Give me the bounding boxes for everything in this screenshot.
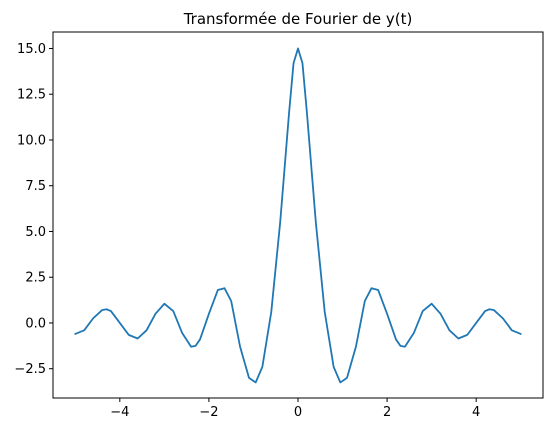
axes-frame — [52, 31, 544, 399]
x-tick-label: 4 — [472, 405, 480, 420]
series-line-0 — [74, 47, 522, 384]
y-tick-label: 0.0 — [25, 316, 46, 331]
plot-axes: −4 −2 0 2 4 −2.5 0.0 2.5 5.0 7.5 10.0 12.5 15.0 — [14, 31, 544, 420]
y-tick-label: 7.5 — [25, 179, 46, 194]
x-tick-label: −4 — [110, 405, 129, 420]
y-tick-label: −2.5 — [14, 362, 46, 377]
y-tick-label: 10.0 — [17, 133, 46, 148]
x-tick-label: 0 — [294, 405, 302, 420]
y-tick-label: 15.0 — [17, 42, 46, 57]
chart-title: Transformée de Fourier de y(t) — [183, 10, 413, 28]
x-tick-label: −2 — [199, 405, 218, 420]
y-tick-label: 12.5 — [17, 88, 46, 103]
y-tick-label: 2.5 — [25, 271, 46, 286]
y-tick-label: 5.0 — [25, 225, 46, 240]
x-tick-label: 2 — [383, 405, 391, 420]
